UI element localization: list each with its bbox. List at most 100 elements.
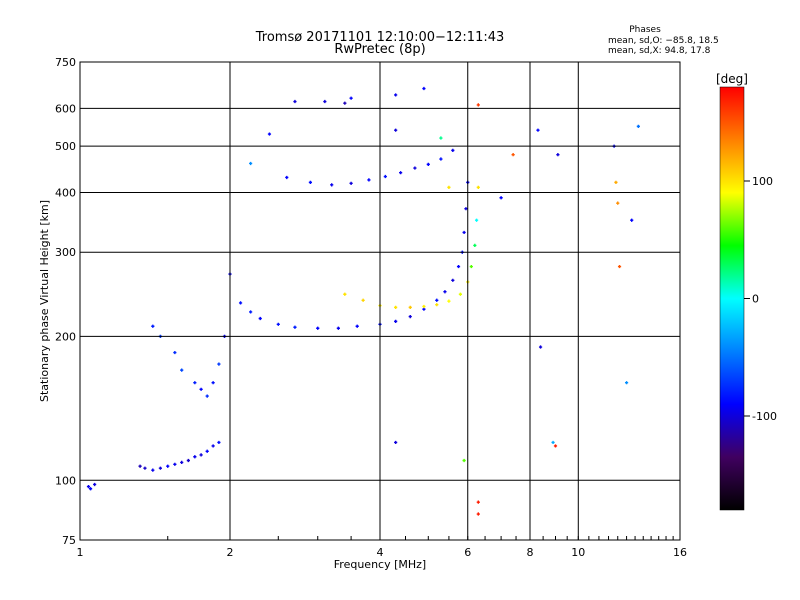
data-point (199, 387, 203, 391)
x-tick-label: 4 (377, 546, 384, 559)
x-tick-label: 1 (77, 546, 84, 559)
data-point (394, 128, 398, 132)
data-point (413, 166, 417, 170)
data-point (399, 171, 403, 175)
data-point (276, 322, 280, 326)
data-point (474, 218, 479, 222)
data-point (336, 326, 340, 330)
colorbar-label: [deg] (716, 72, 748, 86)
data-point (408, 305, 412, 309)
x-tick-label: 8 (527, 546, 534, 559)
data-point (476, 103, 480, 107)
data-point (624, 381, 629, 385)
data-point (180, 460, 184, 464)
data-point (617, 264, 622, 269)
data-point (217, 362, 221, 366)
y-tick-label: 100 (55, 474, 76, 487)
y-tick-label: 500 (55, 140, 76, 153)
colorbar-tick-label: 100 (752, 175, 773, 188)
data-point (238, 301, 243, 305)
colorbar-tick-label: 0 (752, 293, 759, 306)
data-point (553, 444, 558, 448)
data-point (422, 86, 426, 91)
data-point (458, 292, 463, 296)
data-point (511, 153, 515, 157)
data-point (435, 298, 439, 302)
data-point (258, 316, 262, 321)
data-point (180, 368, 184, 372)
data-point (499, 196, 503, 200)
data-point (211, 444, 215, 448)
data-point (138, 464, 142, 468)
data-point (355, 324, 359, 328)
data-point (476, 512, 480, 516)
y-tick-label: 600 (55, 102, 76, 115)
chart-title: Tromsø 20171101 12:10:00−12:11:43 (255, 30, 505, 45)
data-point (435, 303, 439, 307)
data-point (616, 201, 620, 205)
data-point (349, 96, 353, 100)
data-point (249, 310, 253, 314)
data-point (551, 440, 555, 445)
data-point (476, 185, 480, 189)
data-point (462, 458, 466, 463)
data-point (422, 304, 426, 309)
data-point (636, 124, 640, 128)
x-tick-label: 2 (227, 546, 234, 559)
data-point (88, 487, 93, 491)
data-point (93, 482, 97, 487)
data-point (538, 345, 543, 349)
data-point (630, 218, 634, 222)
data-point (249, 161, 253, 166)
data-point (447, 185, 451, 189)
data-point (151, 324, 155, 328)
data-point (173, 462, 177, 466)
data-point (383, 174, 387, 179)
data-point (408, 315, 412, 319)
data-point (186, 458, 190, 463)
data-point (394, 305, 398, 309)
data-point (205, 449, 209, 453)
data-point (193, 381, 197, 385)
data-point (285, 175, 289, 180)
data-point (316, 326, 320, 330)
data-point (451, 148, 455, 152)
data-point (426, 162, 430, 166)
x-tick-label: 6 (464, 546, 471, 559)
data-point (293, 99, 297, 104)
x-axis-ticks: 1 2 4 6 8 10 16 (77, 536, 687, 559)
stats-line-x: mean, sd,X: 94.8, 17.8 (608, 46, 711, 56)
stats-line-o: mean, sd,O: −85.8, 18.5 (608, 36, 719, 46)
data-point (151, 468, 155, 472)
data-point (394, 440, 398, 445)
data-point (464, 207, 468, 211)
data-point (367, 178, 371, 182)
data-point (143, 466, 147, 470)
data-point (330, 183, 334, 187)
data-point (439, 136, 443, 140)
data-point (394, 319, 398, 323)
colorbar-tick-label: -100 (752, 410, 777, 423)
data-point (473, 243, 477, 248)
data-point (614, 180, 618, 184)
y-tick-label: 300 (55, 246, 76, 259)
data-point (308, 180, 313, 184)
data-point (394, 93, 398, 97)
y-axis-label: Stationary phase Virtual Height [km] (38, 200, 51, 402)
data-point (267, 132, 272, 136)
data-point (343, 101, 347, 105)
stats-heading: Phases (629, 25, 661, 35)
data-point (536, 128, 540, 132)
y-axis-ticks: 75 100 200 300 400 500 600 750 (55, 56, 76, 547)
data-point (439, 157, 443, 161)
data-point (361, 298, 365, 302)
y-tick-label: 400 (55, 186, 76, 199)
data-point (323, 99, 327, 104)
data-point (199, 453, 203, 457)
data-point (476, 500, 480, 504)
x-tick-label: 16 (673, 546, 687, 559)
y-tick-label: 200 (55, 330, 76, 343)
data-point (193, 455, 197, 459)
data-point (86, 485, 91, 489)
data-point (205, 394, 209, 398)
